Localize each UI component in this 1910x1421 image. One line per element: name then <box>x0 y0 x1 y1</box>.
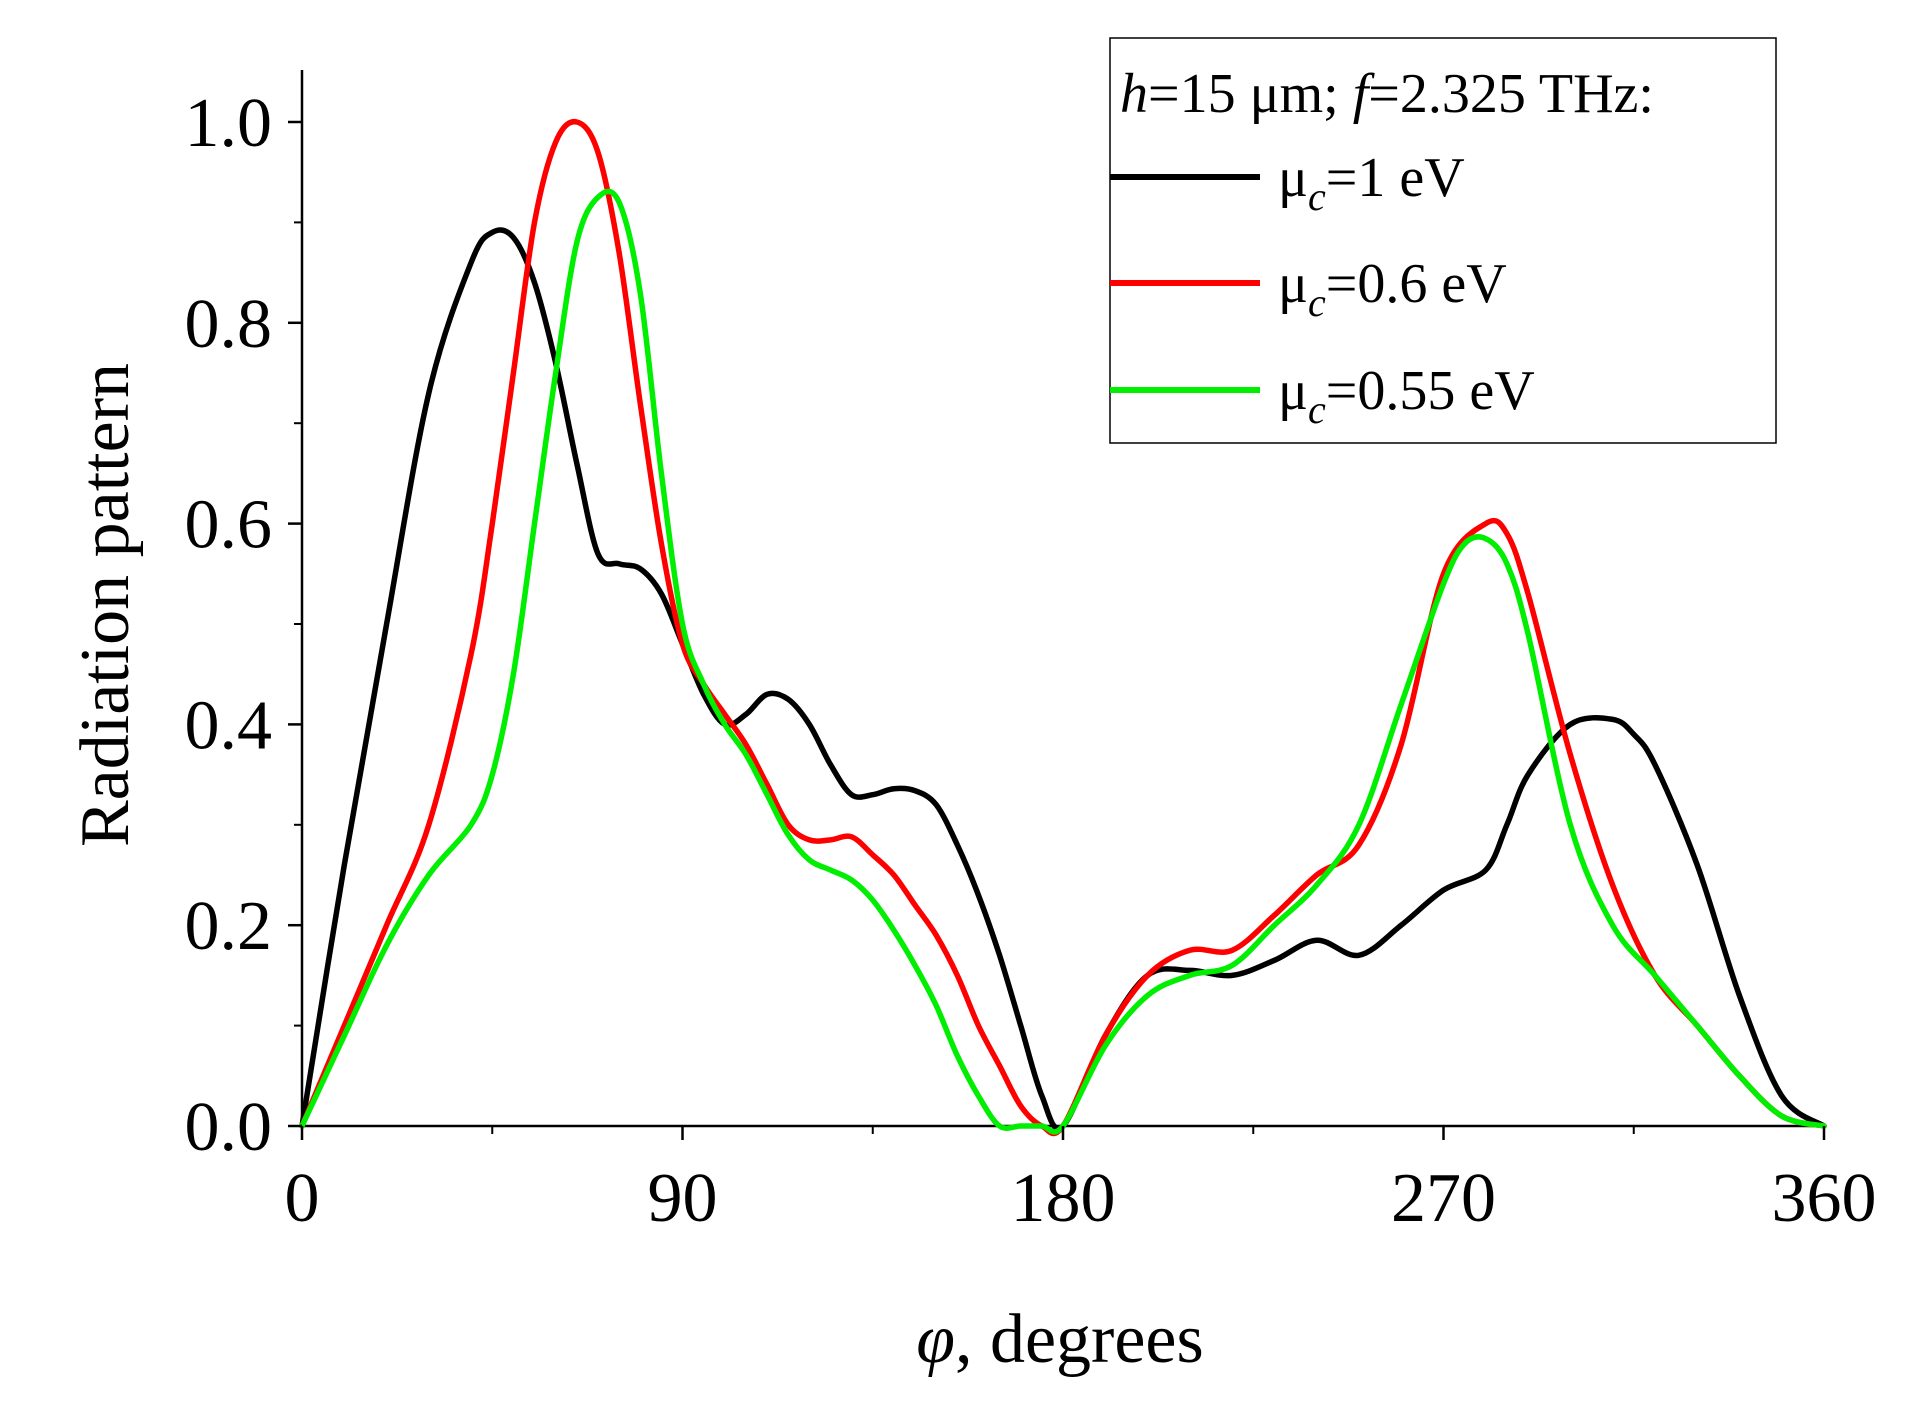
x-axis-title-symbol: φ <box>916 1301 955 1378</box>
y-tick-label: 0.2 <box>185 888 273 965</box>
x-axis-title-rest: , degrees <box>955 1301 1204 1378</box>
series-line-mu-0-6ev <box>299 118 1827 1137</box>
y-tick-label: 1.0 <box>185 85 273 162</box>
series-line-mu-0-55ev <box>299 188 1827 1135</box>
x-tick-label: 180 <box>1011 1160 1116 1237</box>
legend-label-red: μc=0.6 eV <box>1278 253 1507 325</box>
y-tick-label: 0.6 <box>185 487 273 564</box>
x-axis-title: φ, degrees <box>916 1301 1204 1378</box>
x-tick-label: 270 <box>1391 1160 1496 1237</box>
legend-label-black: μc=1 eV <box>1278 147 1465 219</box>
series-layer <box>299 118 1827 1137</box>
y-tick-label: 0.0 <box>185 1089 273 1166</box>
legend: h=15 μm; f=2.325 THz: μc=1 eV μc=0.6 eV … <box>1109 37 1777 444</box>
x-tick-label: 360 <box>1772 1160 1877 1237</box>
tick-layer: 0 90 180 270 360 0.0 0.2 0.4 0.6 0.8 1.0 <box>185 85 1877 1237</box>
y-tick-label: 0.4 <box>185 687 273 764</box>
y-axis-title: Radiation pattern <box>67 363 144 847</box>
legend-title: h=15 μm; f=2.325 THz: <box>1120 63 1654 125</box>
y-tick-label: 0.8 <box>185 286 273 363</box>
legend-label-green: μc=0.55 eV <box>1278 360 1535 432</box>
legend-box <box>1109 37 1777 444</box>
x-tick-label: 0 <box>285 1160 320 1237</box>
x-tick-label: 90 <box>648 1160 718 1237</box>
